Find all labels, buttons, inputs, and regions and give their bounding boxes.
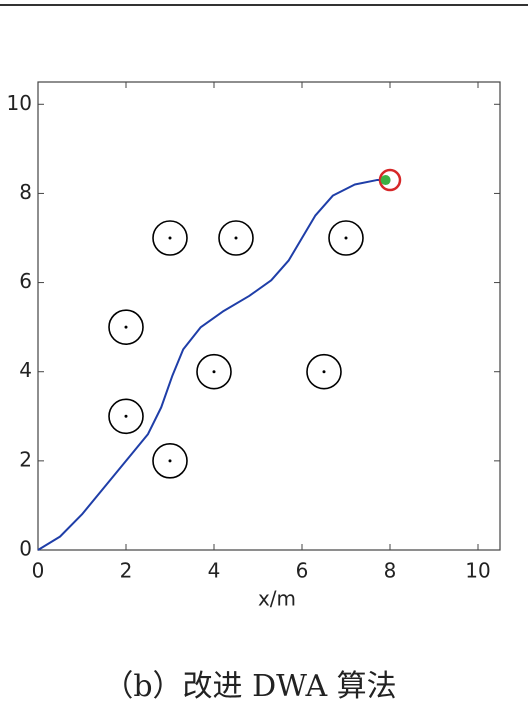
obstacle-center bbox=[168, 236, 172, 240]
obstacle bbox=[152, 220, 188, 256]
plot-frame bbox=[37, 81, 501, 551]
obstacle-center bbox=[212, 370, 216, 374]
obstacle bbox=[108, 398, 144, 435]
robot bbox=[380, 175, 391, 186]
obstacle bbox=[196, 353, 232, 390]
obstacle-center bbox=[344, 236, 348, 240]
x-tick-label: 6 bbox=[296, 559, 309, 583]
x-tick-label: 0 bbox=[32, 559, 45, 583]
obstacle-center bbox=[124, 414, 128, 418]
y-tick-label: 6 bbox=[19, 269, 32, 293]
x-axis-label: x/m bbox=[258, 587, 296, 611]
obstacle bbox=[306, 353, 342, 390]
obstacle-center bbox=[124, 325, 128, 329]
trajectory bbox=[37, 179, 390, 551]
obstacle bbox=[108, 309, 144, 345]
y-tick-label: 10 bbox=[7, 91, 32, 115]
x-tick-label: 2 bbox=[120, 559, 133, 583]
goal bbox=[378, 168, 402, 192]
x-tick-label: 8 bbox=[384, 559, 397, 583]
obstacle bbox=[152, 443, 188, 479]
x-tick-label: 10 bbox=[465, 559, 490, 583]
y-tick-label: 4 bbox=[19, 358, 32, 382]
obstacle-center bbox=[168, 459, 172, 463]
y-tick-label: 8 bbox=[19, 180, 32, 204]
obstacle bbox=[328, 220, 364, 256]
obstacle bbox=[218, 220, 254, 256]
x-tick-label: 4 bbox=[208, 559, 221, 583]
obstacle-center bbox=[234, 236, 238, 240]
caption: （b）改进 DWA 算法 bbox=[103, 669, 396, 704]
y-tick-label: 0 bbox=[19, 537, 32, 561]
obstacle-center bbox=[322, 370, 326, 374]
y-tick-label: 2 bbox=[19, 447, 32, 471]
